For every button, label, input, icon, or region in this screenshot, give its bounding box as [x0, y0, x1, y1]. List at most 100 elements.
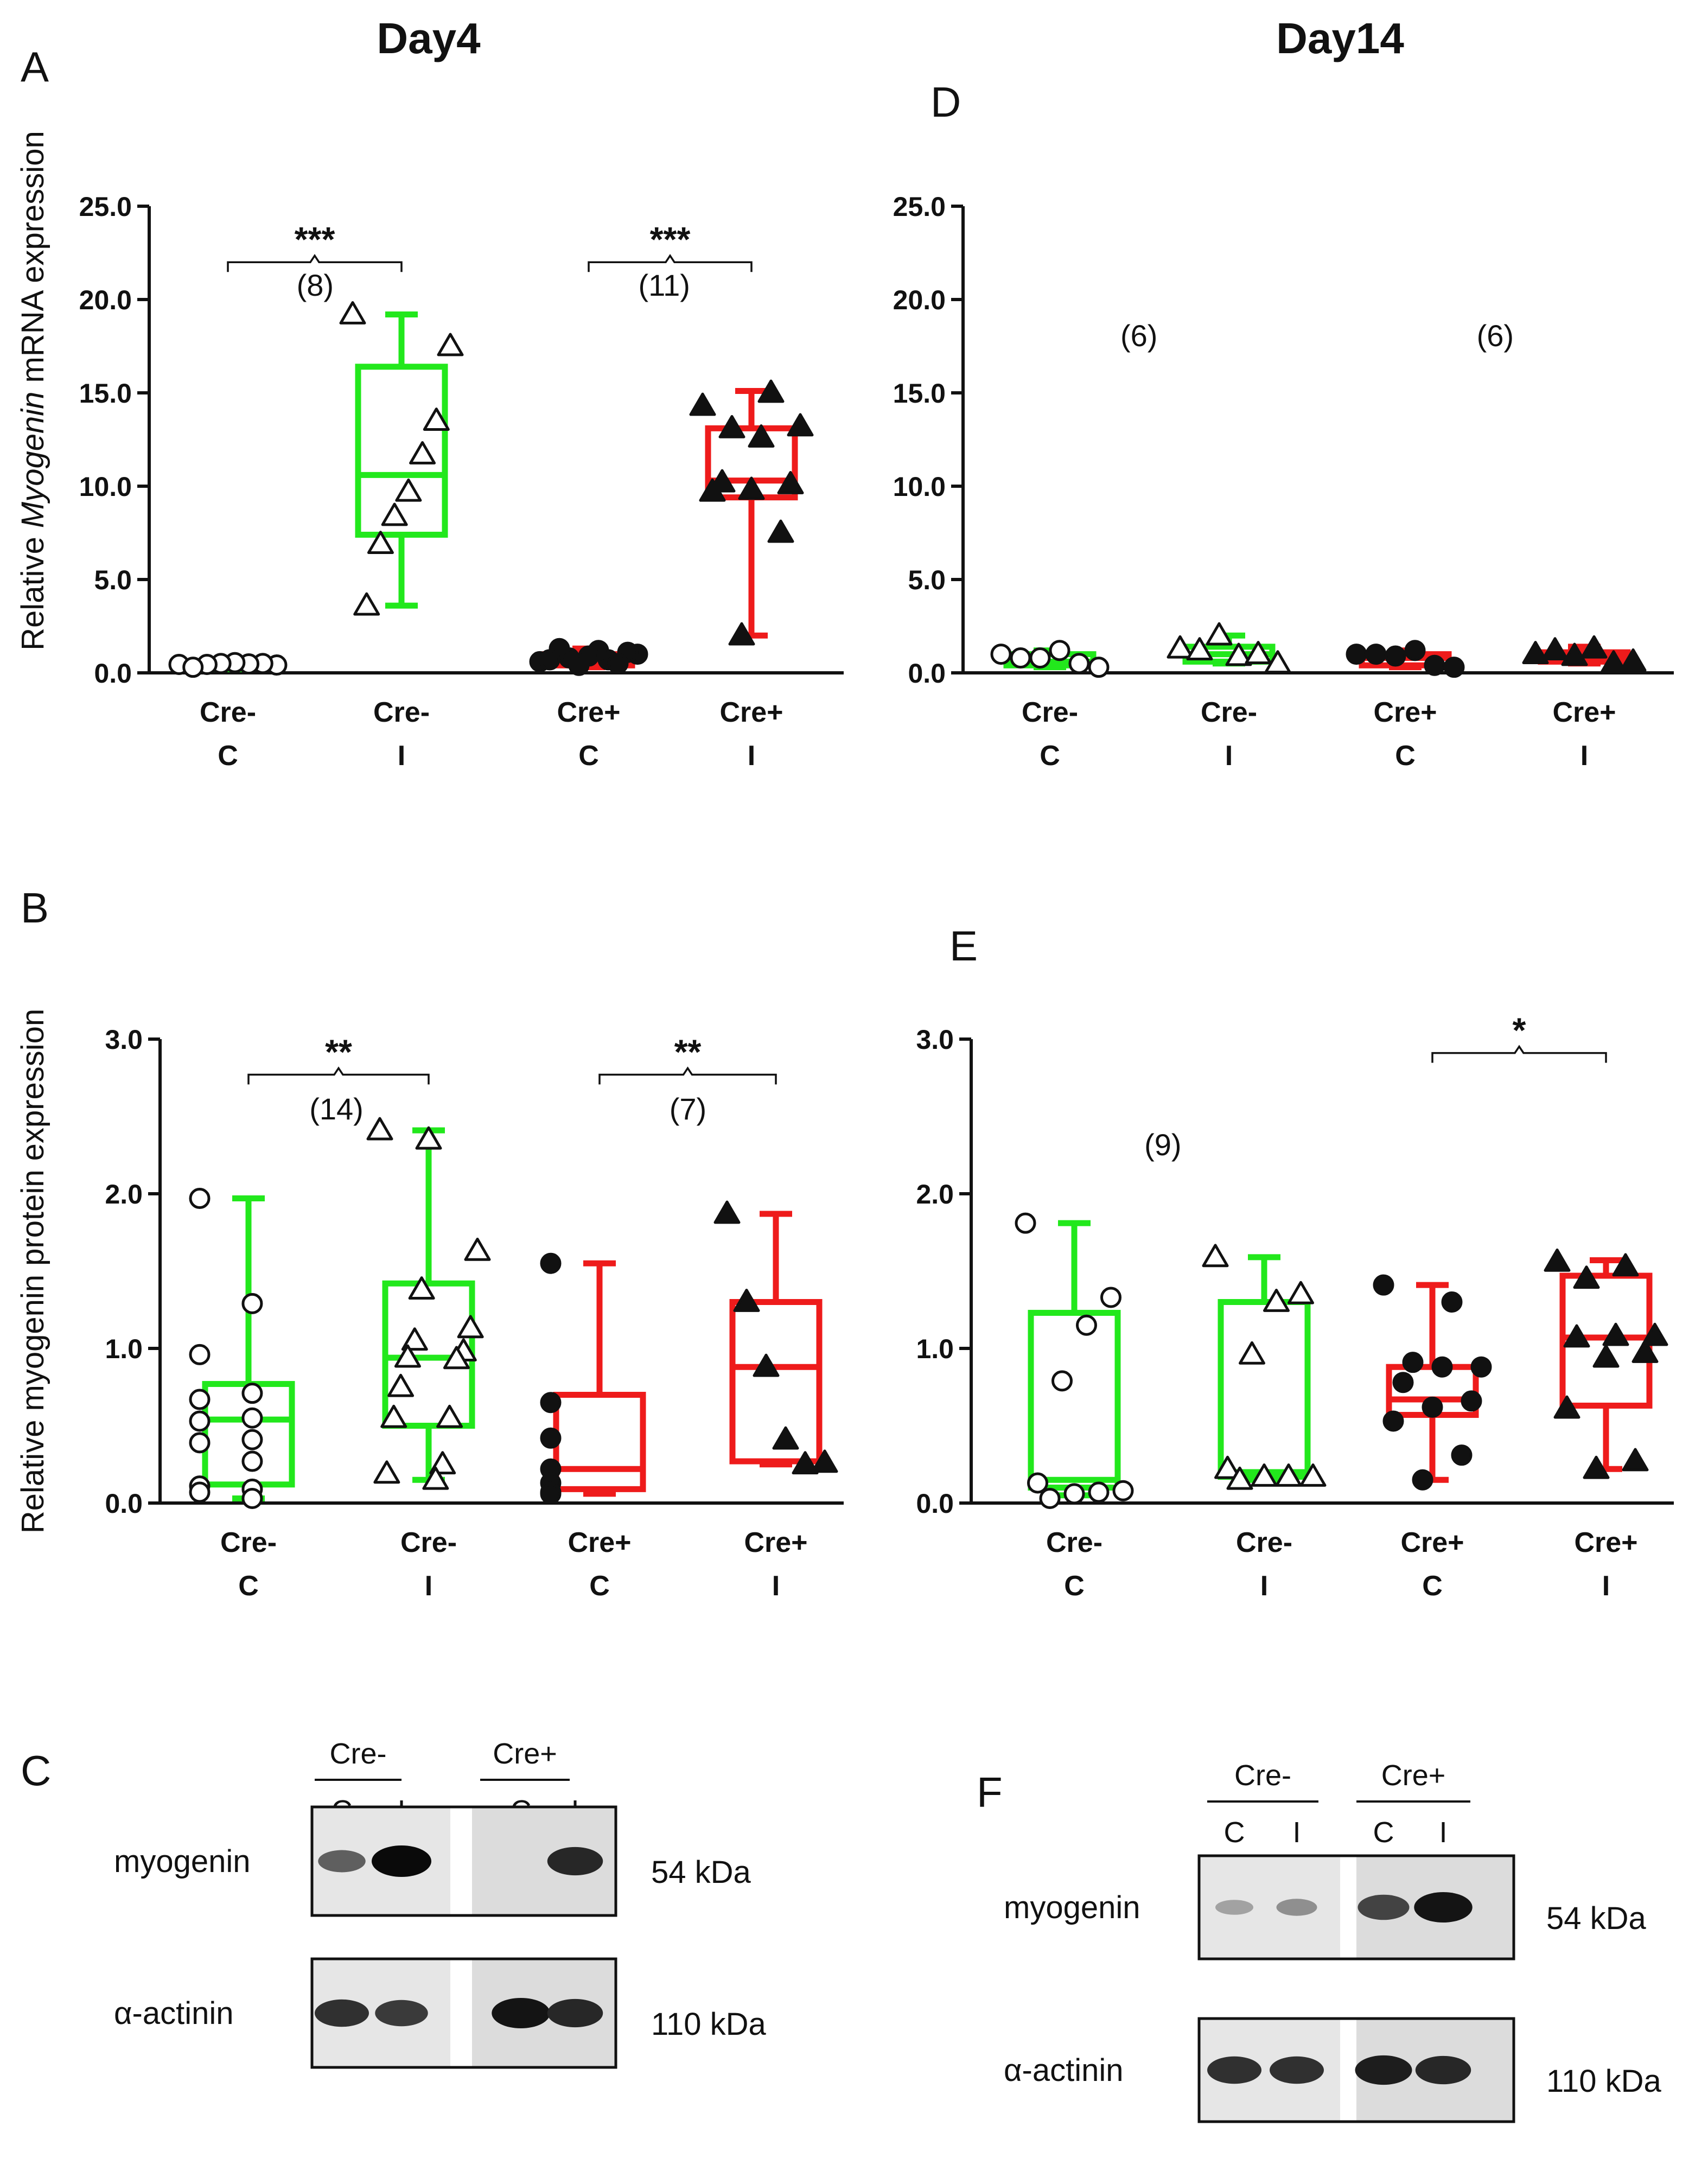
data-point — [689, 392, 716, 416]
protein-band — [372, 1845, 431, 1877]
x-tick-label: I — [398, 740, 405, 772]
significance-stars: ** — [674, 1033, 702, 1072]
data-point — [241, 1407, 263, 1429]
x-tick-label: Cre- — [1046, 1527, 1102, 1558]
data-point — [189, 1188, 211, 1210]
box-group-creplusminusi — [1522, 635, 1647, 674]
data-point — [540, 1392, 562, 1414]
y-tick-label: 20.0 — [893, 285, 946, 315]
data-point — [394, 1344, 421, 1368]
data-point — [1346, 644, 1367, 665]
data-point — [437, 333, 464, 357]
data-point — [990, 644, 1012, 665]
y-tick-label: 0.0 — [94, 658, 132, 689]
x-tick-label: C — [589, 1570, 610, 1602]
significance-stars: ** — [325, 1033, 352, 1072]
x-tick-label: C — [1064, 1570, 1085, 1602]
data-point — [1263, 1289, 1290, 1312]
protein-band — [375, 2000, 428, 2027]
y-tick-label: 25.0 — [893, 192, 946, 222]
significance-bracket — [1431, 1045, 1607, 1063]
data-point — [1583, 1455, 1610, 1479]
data-point — [1214, 1455, 1241, 1479]
data-point — [540, 1252, 562, 1274]
data-point — [423, 408, 450, 431]
data-point — [189, 1410, 211, 1432]
box-group-creminus-c — [990, 640, 1110, 678]
box-group-creplusminusi — [1544, 1248, 1668, 1479]
data-point — [241, 1487, 263, 1509]
data-point — [1461, 1390, 1482, 1412]
blot-lane-label: C — [1224, 1816, 1245, 1849]
data-point — [811, 1449, 838, 1473]
y-tick-label: 5.0 — [908, 565, 946, 595]
x-tick-label: Cre+ — [744, 1527, 807, 1558]
data-point — [1186, 637, 1213, 661]
box-group-creplusminusc — [540, 1252, 646, 1505]
data-point — [1051, 1370, 1073, 1392]
sample-size-label: (9) — [1144, 1128, 1181, 1162]
blot-border — [1197, 2017, 1515, 2123]
y-tick-label: 20.0 — [79, 285, 132, 315]
data-point — [380, 1404, 407, 1428]
protein-band — [547, 1847, 603, 1876]
x-tick-label: Cre+ — [1552, 697, 1616, 728]
data-point — [409, 441, 436, 464]
data-point — [713, 1200, 741, 1224]
x-tick-label: C — [1395, 740, 1416, 772]
data-point — [1385, 645, 1406, 667]
data-point — [1365, 644, 1387, 665]
protein-band — [1207, 2056, 1261, 2084]
data-point — [241, 1293, 263, 1314]
data-point — [1402, 1352, 1424, 1373]
data-point — [1373, 1274, 1394, 1296]
data-point — [1451, 1444, 1473, 1466]
significance-stars: *** — [295, 220, 335, 259]
y-tick-label: 10.0 — [893, 472, 946, 502]
blot-lane-label: C — [1373, 1816, 1394, 1849]
sample-size-label: (6) — [1477, 319, 1514, 353]
membrane-gap — [450, 1809, 472, 1914]
blot-border — [310, 1957, 617, 2069]
data-point — [1010, 647, 1031, 669]
data-point — [1029, 647, 1051, 669]
data-point — [728, 622, 755, 646]
y-tick-label: 2.0 — [916, 1179, 954, 1210]
x-tick-label: Cre+ — [1574, 1527, 1637, 1558]
blot-strip — [1197, 1854, 1515, 1960]
panel-d-chart: D 0.0 5.0 10.0 15.0 20.0 25.0 Cre- C Cre- I Cre+ C Cr… — [893, 78, 1674, 772]
y-tick-label: 15.0 — [893, 378, 946, 409]
data-point — [1441, 1291, 1463, 1313]
box-group-creminus-c — [168, 652, 288, 678]
data-point — [1561, 642, 1588, 666]
x-tick-label: Cre+ — [568, 1527, 631, 1558]
data-point — [436, 1404, 463, 1428]
y-tick-label: 5.0 — [94, 565, 132, 595]
box-group-creminus-i — [366, 1117, 491, 1490]
blot-border — [310, 1805, 617, 1917]
y-axis-title: Relative Myogenin mRNA expression — [15, 131, 50, 650]
data-point — [1553, 1395, 1580, 1419]
data-point — [367, 531, 394, 554]
y-tick-label: 10.0 — [79, 472, 132, 502]
data-point — [1264, 650, 1291, 674]
panel-letter-d: D — [931, 78, 961, 126]
data-point — [1088, 1481, 1110, 1503]
y-tick-label: 1.0 — [916, 1334, 954, 1364]
data-point — [1251, 1463, 1278, 1487]
data-point — [1573, 1265, 1600, 1289]
data-point — [733, 1289, 760, 1312]
data-point — [373, 1460, 400, 1484]
x-tick-label: I — [1602, 1570, 1610, 1602]
x-tick-label: I — [1225, 740, 1233, 772]
x-tick-label: I — [1260, 1570, 1268, 1602]
data-point — [339, 301, 366, 324]
panel-letter-c: C — [21, 1747, 51, 1794]
data-point — [772, 1426, 799, 1450]
blot-protein-label: myogenin — [114, 1844, 250, 1879]
box-group-creplusminusi — [689, 379, 814, 646]
data-point — [748, 424, 775, 448]
y-tick-label: 2.0 — [105, 1179, 143, 1210]
